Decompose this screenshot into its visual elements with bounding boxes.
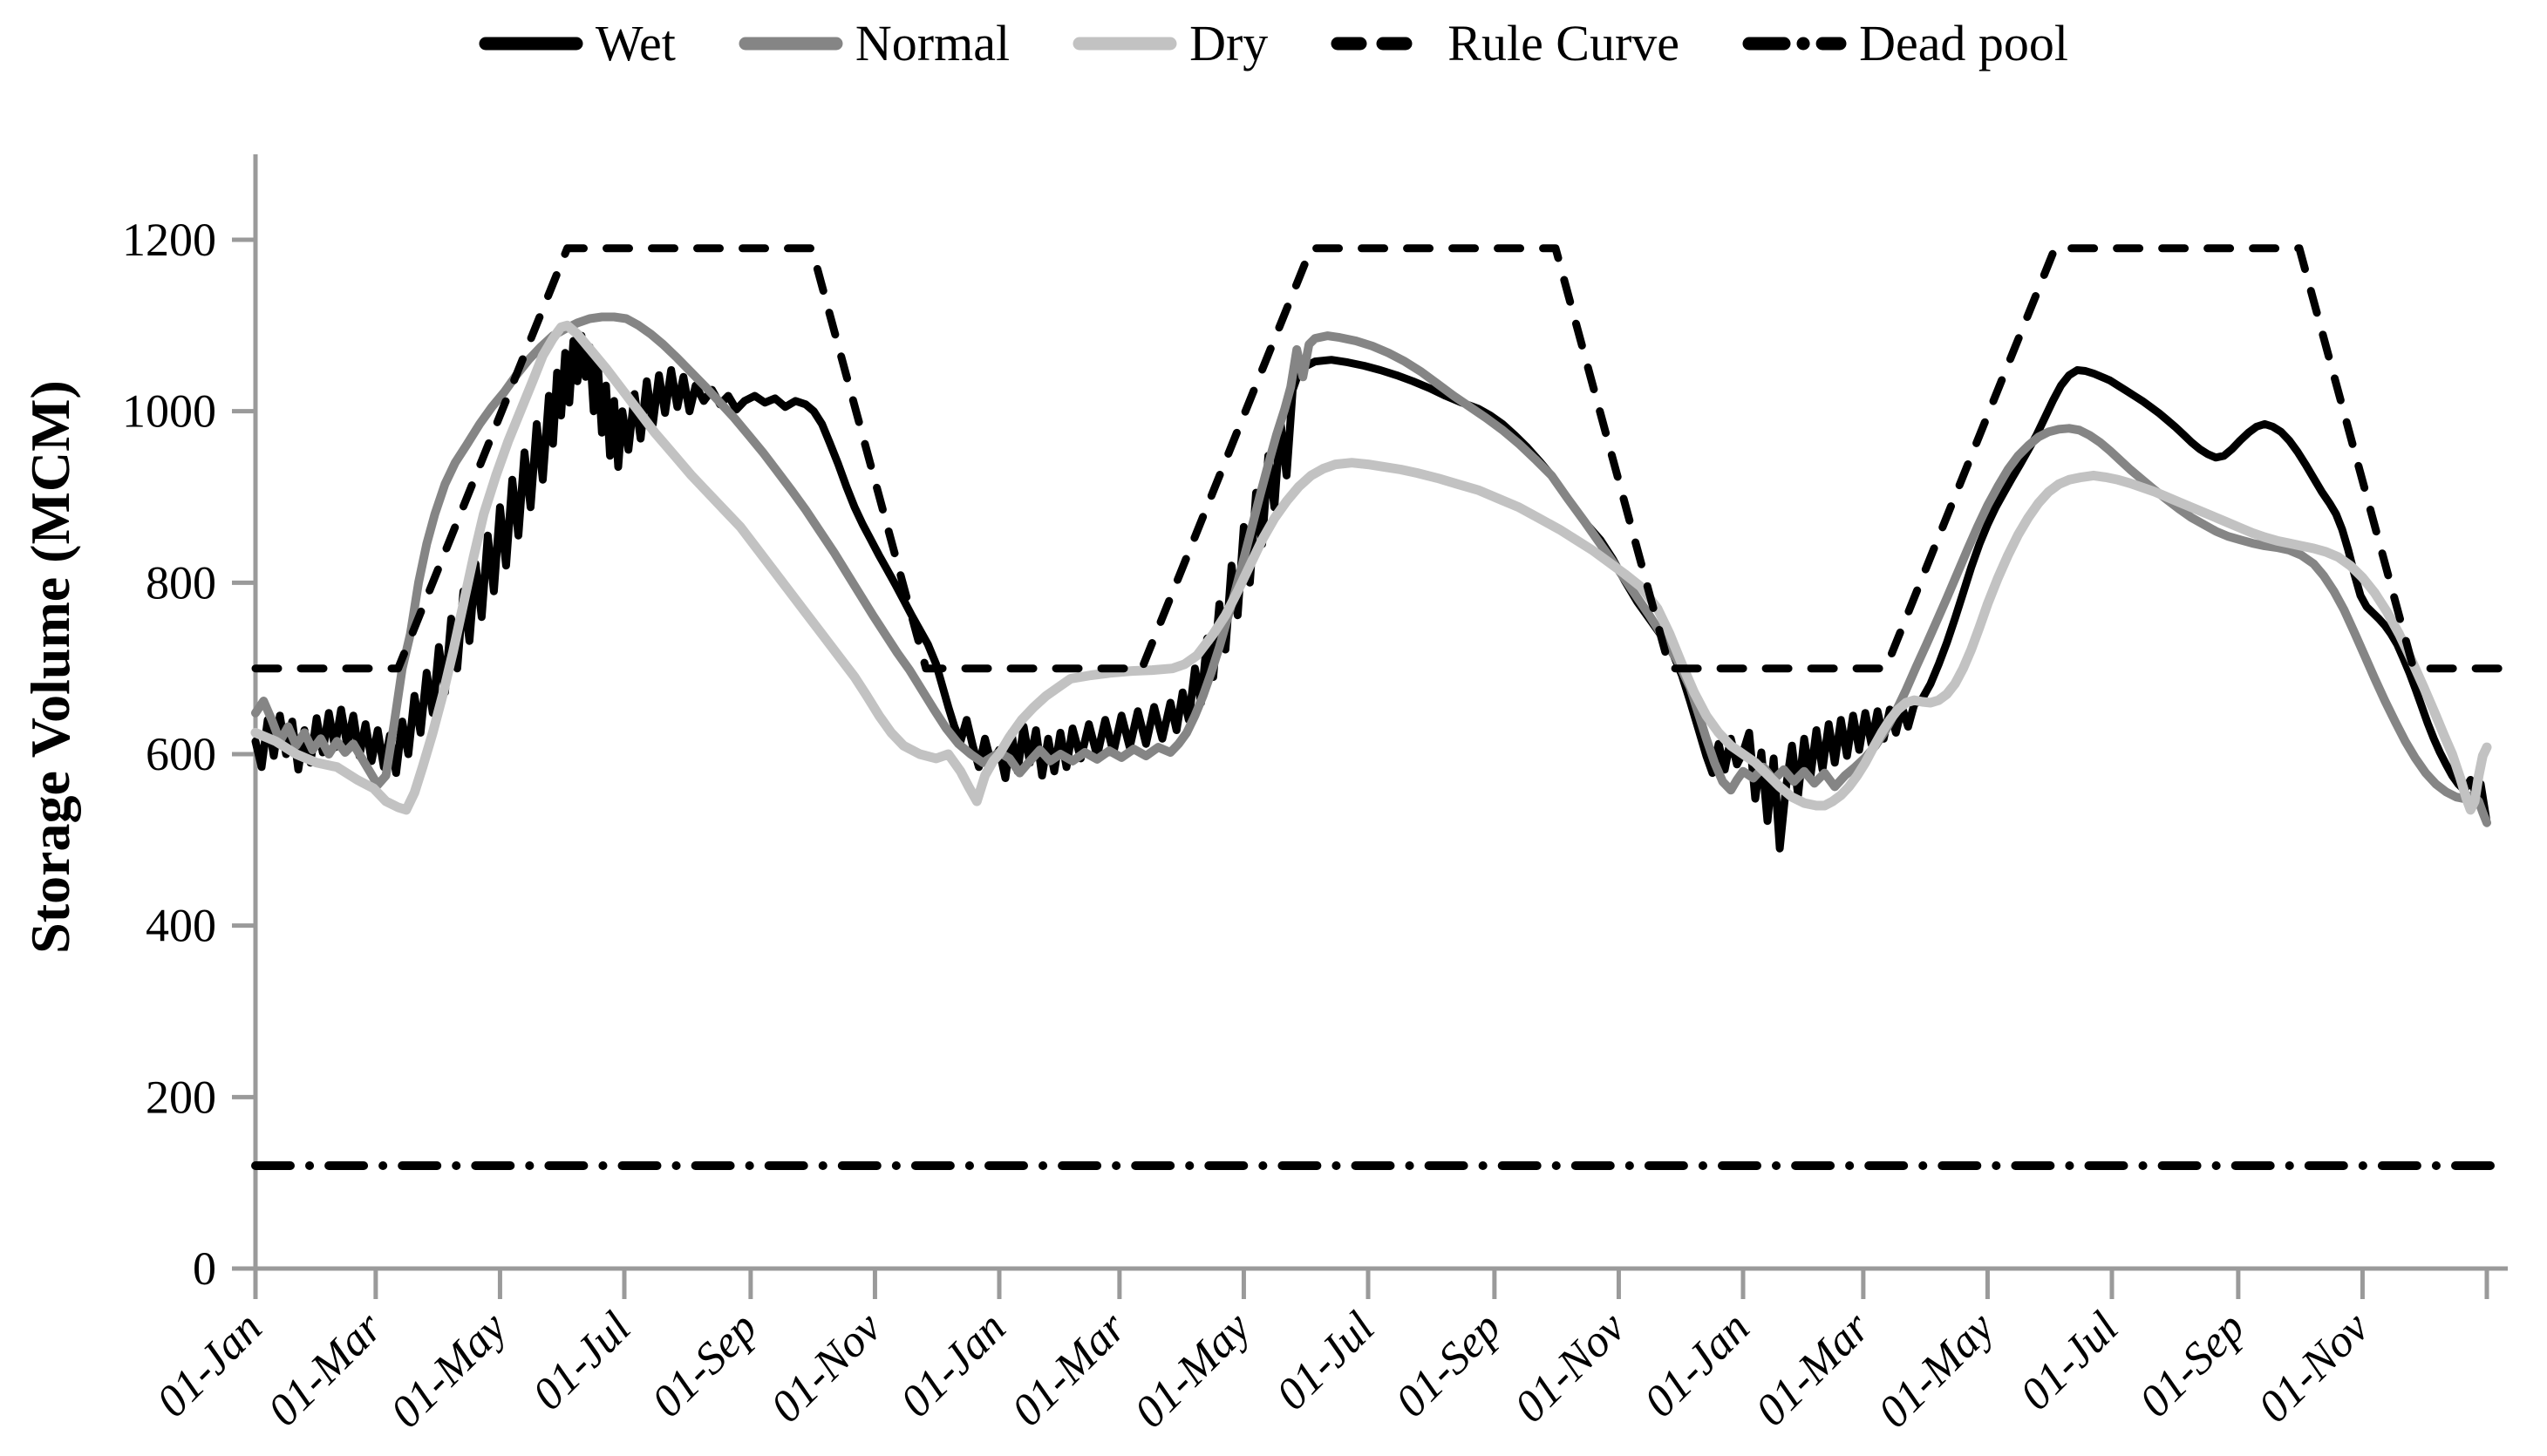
x-tick-label: 01-Sep [643, 1303, 766, 1426]
series-line-dry [250, 320, 2492, 815]
x-tick-label: 01-Jul [523, 1303, 640, 1419]
x-tick-label: 01-May [381, 1303, 516, 1438]
series-line-rule-curve [251, 244, 2508, 673]
series-line-normal [251, 312, 2491, 827]
y-tick-label: 1000 [122, 385, 216, 438]
wet-line-swatch-icon [479, 37, 583, 51]
legend-label-wet: Wet [595, 15, 676, 71]
rule-curve-dashed-swatch-icon [1331, 37, 1435, 51]
x-tick-label: 01-May [1125, 1303, 1260, 1438]
legend-item-rule-curve: Rule Curve [1331, 18, 1679, 69]
series-line-wet [251, 331, 2491, 853]
x-tick-label: 01-May [1869, 1303, 2004, 1438]
x-tick-label: 01-Jul [2011, 1303, 2128, 1419]
y-tick-label: 200 [146, 1071, 216, 1123]
x-tick-label: 01-Sep [2130, 1303, 2254, 1426]
x-tick-label: 01-Jan [147, 1303, 271, 1426]
legend-label-dry: Dry [1189, 15, 1269, 71]
legend-label-normal: Normal [855, 15, 1011, 71]
x-tick-label: 01-Jul [1267, 1303, 1384, 1419]
x-tick-label: 01-Nov [2249, 1303, 2379, 1432]
x-tick-label: 01-Nov [1505, 1303, 1635, 1432]
legend-item-dry: Dry [1073, 18, 1268, 69]
x-tick-label: 01-Nov [761, 1303, 891, 1432]
x-tick-label: 01-Jan [891, 1303, 1015, 1426]
y-tick-label: 1200 [122, 214, 216, 266]
normal-line-swatch-icon [739, 37, 843, 51]
x-tick-label: 01-Mar [1003, 1303, 1136, 1436]
legend-item-normal: Normal [739, 18, 1010, 69]
legend-label-dead-pool: Dead pool [1859, 15, 2069, 71]
dry-line-swatch-icon [1073, 37, 1177, 51]
y-tick-label: 0 [193, 1242, 216, 1295]
y-tick-label: 800 [146, 556, 216, 609]
y-tick-label: 400 [146, 900, 216, 952]
y-tick-label: 600 [146, 728, 216, 780]
legend-item-wet: Wet [479, 18, 676, 69]
x-tick-label: 01-Mar [1747, 1303, 1880, 1436]
chart-legend: Wet Normal Dry Rule Curve Dead pool [0, 9, 2547, 78]
x-tick-label: 01-Jan [1635, 1303, 1759, 1426]
dead-pool-dashdot-swatch-icon [1742, 37, 1847, 51]
x-tick-label: 01-Mar [259, 1303, 392, 1436]
x-tick-label: 01-Sep [1386, 1303, 1510, 1426]
legend-label-rule-curve: Rule Curve [1447, 15, 1680, 71]
legend-item-dead-pool: Dead pool [1742, 18, 2068, 69]
